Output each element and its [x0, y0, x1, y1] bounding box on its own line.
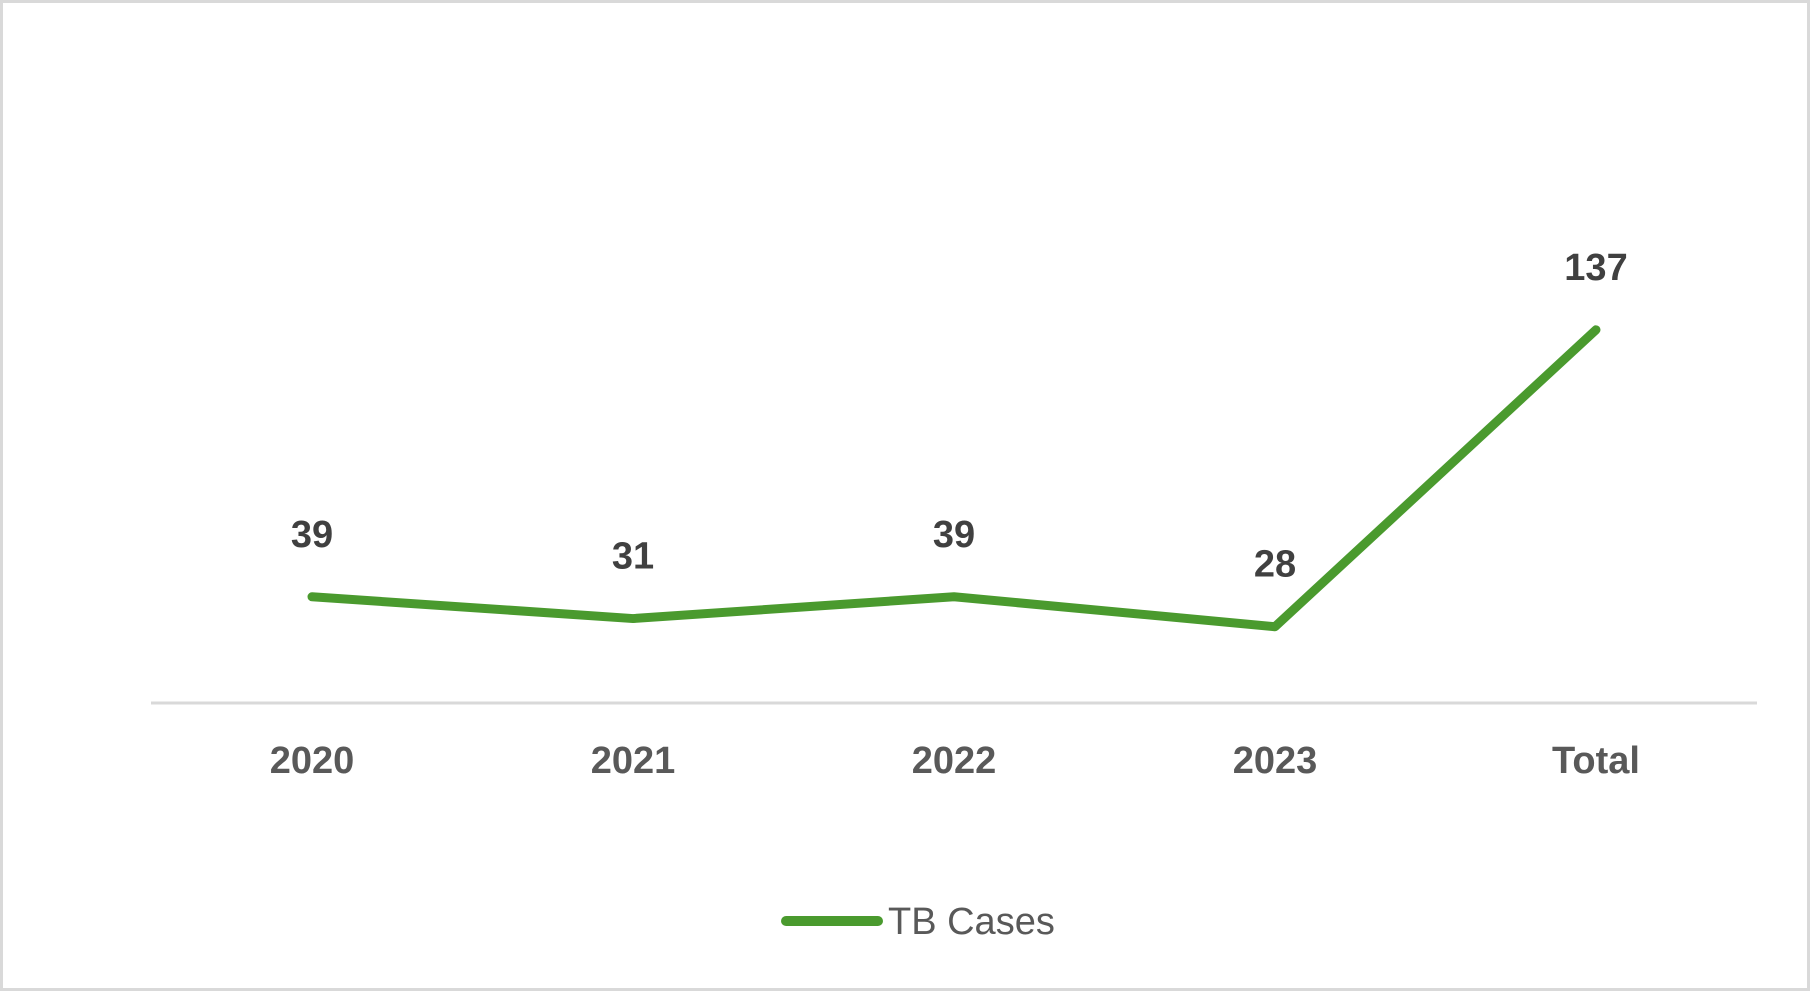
x-tick-label: 2022 — [912, 740, 997, 782]
data-label: 137 — [1564, 247, 1627, 289]
x-tick-label: 2020 — [270, 740, 355, 782]
data-label: 31 — [612, 536, 654, 578]
line-chart: 39 31 39 28 137 2020 2021 2022 2023 Total TB Cas… — [151, 247, 1757, 943]
series-line-tb-cases — [307, 325, 1601, 632]
data-label: 28 — [1254, 544, 1296, 586]
data-label: 39 — [291, 514, 333, 556]
data-label-layer: 39 31 39 28 137 — [291, 247, 1628, 586]
data-label: 39 — [933, 514, 975, 556]
x-tick-label: 2021 — [591, 740, 676, 782]
legend: TB Cases — [781, 901, 1055, 943]
legend-label-tb-cases: TB Cases — [888, 901, 1055, 943]
series-layer — [307, 325, 1601, 632]
x-tick-label: Total — [1552, 740, 1640, 782]
x-tick-layer: 2020 2021 2022 2023 Total — [270, 740, 1640, 782]
x-tick-label: 2023 — [1233, 740, 1318, 782]
